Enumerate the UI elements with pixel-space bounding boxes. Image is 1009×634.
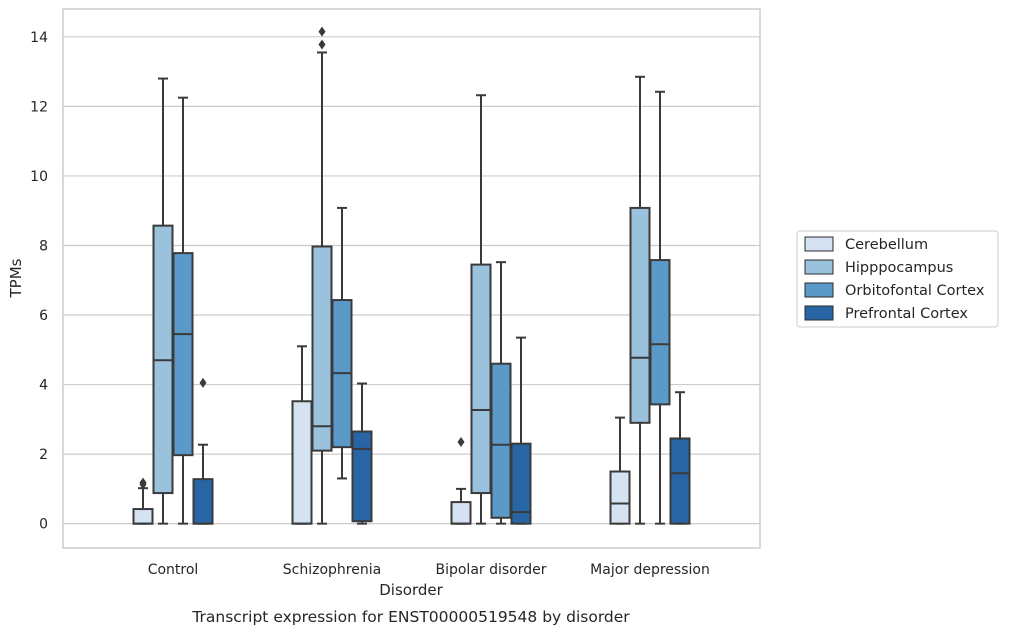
box [331, 206, 353, 480]
box-body [669, 437, 691, 525]
box [291, 345, 313, 525]
box-group [132, 77, 214, 525]
outlier-point [318, 39, 326, 50]
outlier-point [457, 436, 465, 447]
box-body [510, 442, 532, 525]
box [152, 77, 174, 525]
box-body [351, 430, 373, 523]
box-body [291, 400, 313, 525]
y-tick-labels: 0 2 4 6 8 10 12 14 [30, 30, 48, 533]
box [311, 26, 333, 525]
x-tick-label: Schizophrenia [283, 562, 381, 578]
box [351, 382, 373, 525]
box-body [450, 501, 472, 525]
box [609, 416, 631, 525]
box-body [609, 470, 631, 525]
box-body [629, 206, 651, 424]
box-group [450, 94, 532, 525]
y-tick-label: 0 [39, 517, 48, 533]
legend-swatch [804, 282, 834, 298]
box-body [649, 259, 671, 406]
y-tick-label: 8 [39, 238, 48, 254]
box-group [291, 26, 373, 525]
legend-frame [796, 230, 999, 328]
y-tick-label: 6 [39, 308, 48, 324]
outlier-point [139, 477, 147, 488]
box [172, 96, 194, 525]
legend-swatch [804, 259, 834, 275]
box-body [311, 245, 333, 452]
box [669, 391, 691, 525]
y-tick-label: 10 [30, 169, 48, 185]
chart-caption: Transcript expression for ENST0000051954… [191, 608, 630, 626]
y-tick-label: 14 [30, 30, 48, 46]
legend-swatch [804, 236, 834, 252]
y-tick-label: 12 [30, 99, 48, 115]
plot-frame [62, 8, 761, 549]
box-groups [132, 26, 691, 525]
box [490, 261, 512, 525]
box [450, 436, 472, 525]
x-tick-labels: Control Schizophrenia Bipolar disorder Majo… [148, 562, 710, 578]
box-body [172, 252, 194, 457]
x-tick-label: Major depression [590, 562, 710, 578]
x-axis-label: Disorder [379, 581, 443, 599]
legend-label: Cerebellum [845, 237, 928, 253]
box-body [490, 362, 512, 519]
y-axis-label: TPMs [7, 258, 25, 298]
y-tick-label: 4 [39, 378, 48, 394]
legend-label: Prefrontal Cortex [845, 306, 968, 322]
x-tick-label: Bipolar disorder [435, 562, 546, 578]
box [510, 336, 532, 525]
box-group [609, 75, 691, 525]
legend-label: Hipppocampus [845, 260, 953, 276]
y-tick-label: 2 [39, 447, 48, 463]
box [132, 477, 154, 525]
box-body [192, 478, 214, 525]
box [192, 377, 214, 525]
outlier-point [318, 26, 326, 37]
outlier-point [199, 377, 207, 388]
x-tick-label: Control [148, 562, 199, 578]
box-body [132, 508, 154, 525]
legend: Cerebellum Hipppocampus Orbitofontal Corte… [796, 230, 999, 328]
legend-label: Orbitofontal Cortex [845, 283, 985, 299]
box-body [470, 263, 492, 495]
box [649, 90, 671, 525]
box [629, 75, 651, 525]
legend-swatch [804, 305, 834, 321]
